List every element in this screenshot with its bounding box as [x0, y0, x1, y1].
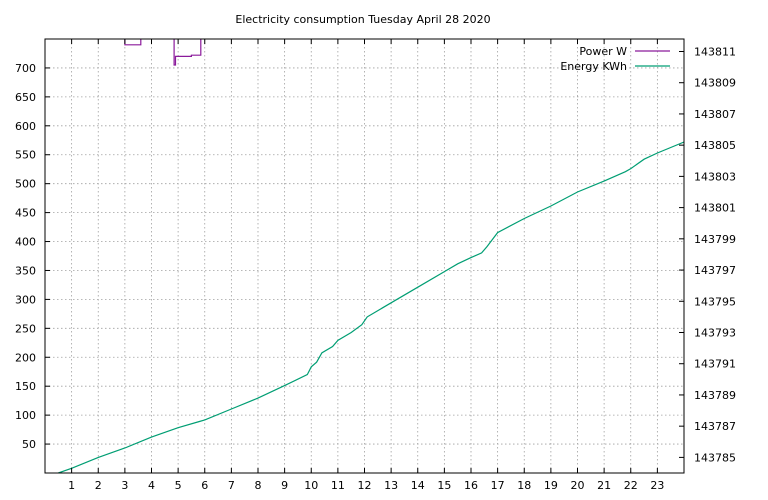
- x-tick-label: 5: [175, 479, 182, 492]
- x-tick-label: 20: [571, 479, 585, 492]
- x-tick-label: 1: [68, 479, 75, 492]
- series-layer: [58, 39, 684, 473]
- y-right-tick-label: 143791: [694, 358, 736, 371]
- x-tick-label: 15: [437, 479, 451, 492]
- x-tick-label: 9: [281, 479, 288, 492]
- y-left-tick-label: 200: [15, 351, 36, 364]
- y-left-tick-label: 350: [15, 264, 36, 277]
- x-tick-label: 2: [95, 479, 102, 492]
- y-right-tick-label: 143799: [694, 233, 736, 246]
- x-tick-label: 18: [517, 479, 531, 492]
- y-right-tick-label: 143785: [694, 451, 736, 464]
- y-left-tick-label: 100: [15, 409, 36, 422]
- x-tick-label: 12: [358, 479, 372, 492]
- x-tick-label: 7: [228, 479, 235, 492]
- y-left-tick-label: 150: [15, 380, 36, 393]
- y-left-tick-label: 650: [15, 91, 36, 104]
- y-right-tick-label: 143807: [694, 108, 736, 121]
- legend-label: Energy KWh: [560, 60, 627, 73]
- x-tick-label: 4: [148, 479, 155, 492]
- chart-title: Electricity consumption Tuesday April 28…: [235, 13, 490, 26]
- x-tick-label: 8: [255, 479, 262, 492]
- x-tick-label: 17: [491, 479, 505, 492]
- y-right-tick-label: 143793: [694, 326, 736, 339]
- x-tick-label: 13: [384, 479, 398, 492]
- series-line-energy: [58, 141, 684, 473]
- y-left-tick-label: 50: [22, 438, 36, 451]
- legend-label: Power W: [579, 45, 627, 58]
- y-left-tick-label: 400: [15, 236, 36, 249]
- y-right-tick-label: 143797: [694, 264, 736, 277]
- legend: Power W Energy KWh: [560, 45, 670, 73]
- y-left-tick-label: 500: [15, 178, 36, 191]
- y-right-tick-label: 143803: [694, 170, 736, 183]
- x-tick-label: 11: [331, 479, 345, 492]
- x-tick-label: 3: [121, 479, 128, 492]
- y-right-tick-label: 143805: [694, 139, 736, 152]
- y-left-tick-label: 450: [15, 207, 36, 220]
- grid-layer: [45, 39, 684, 473]
- y-right-tick-label: 143795: [694, 295, 736, 308]
- x-tick-label: 10: [304, 479, 318, 492]
- x-tick-label: 14: [411, 479, 425, 492]
- y-left-tick-label: 700: [15, 62, 36, 75]
- x-tick-label: 19: [544, 479, 558, 492]
- x-tick-label: 16: [464, 479, 478, 492]
- y-left-tick-label: 300: [15, 293, 36, 306]
- y-left-tick-label: 550: [15, 149, 36, 162]
- y-left-tick-label: 250: [15, 322, 36, 335]
- y-right-tick-label: 143811: [694, 45, 736, 58]
- x-tick-label: 6: [201, 479, 208, 492]
- y-right-tick-label: 143809: [694, 77, 736, 90]
- x-tick-label: 22: [624, 479, 638, 492]
- x-tick-label: 21: [597, 479, 611, 492]
- y-right-tick-label: 143801: [694, 202, 736, 215]
- series-line-power: [124, 39, 202, 66]
- x-tick-label: 23: [650, 479, 664, 492]
- y-right-tick-label: 143787: [694, 420, 736, 433]
- axis-layer: 1 2 3 4 5 6 7 8 9 10 11 12 13 14 15 16 17 18 19 20 21 22 23501…: [15, 39, 736, 492]
- y-left-tick-label: 600: [15, 120, 36, 133]
- y-right-tick-label: 143789: [694, 389, 736, 402]
